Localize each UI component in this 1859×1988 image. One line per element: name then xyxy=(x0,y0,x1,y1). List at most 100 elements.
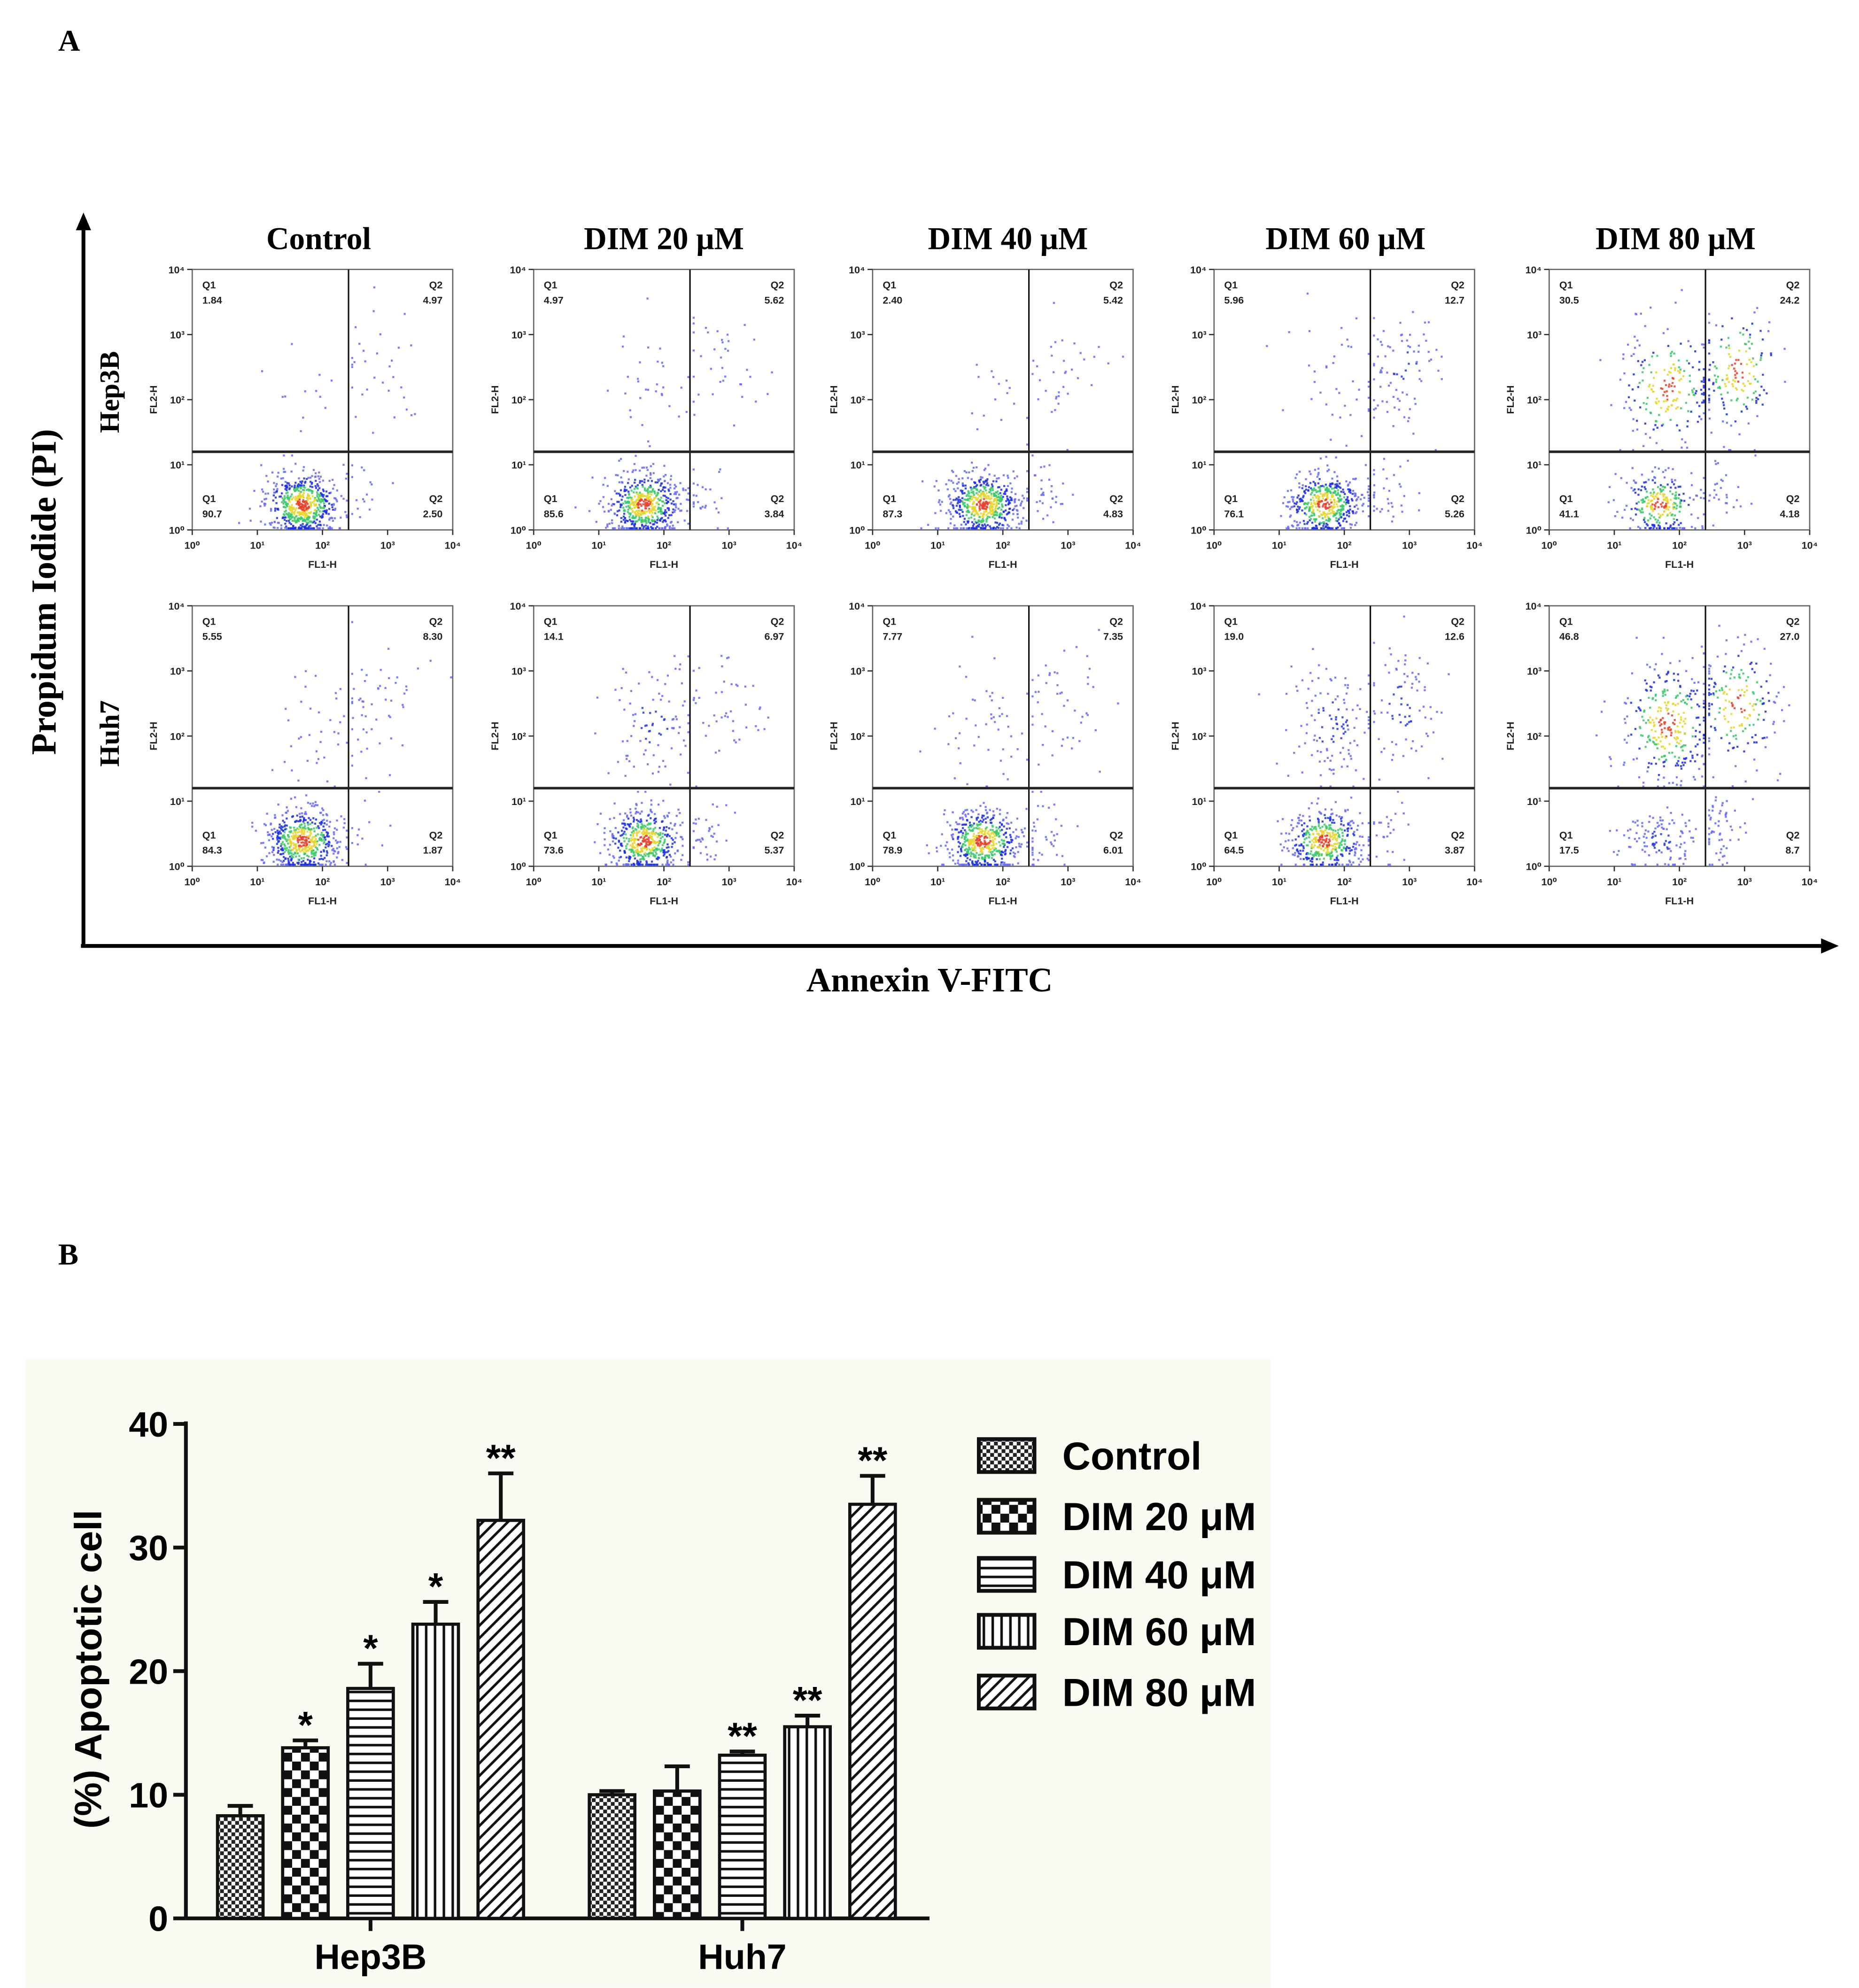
event-dot xyxy=(1717,387,1720,389)
event-dot xyxy=(633,481,636,484)
event-dot xyxy=(624,822,626,825)
event-dot xyxy=(695,702,697,704)
event-dot xyxy=(329,719,332,721)
x-axis-label: FL1-H xyxy=(650,559,678,570)
event-dot xyxy=(1081,716,1084,718)
event-dot xyxy=(659,840,661,843)
event-dot xyxy=(1703,477,1705,479)
event-dot xyxy=(1418,509,1420,511)
event-dot xyxy=(307,518,310,521)
event-dot xyxy=(651,852,654,854)
event-dot xyxy=(1658,524,1660,526)
event-dot xyxy=(294,820,296,823)
event-dot xyxy=(262,842,264,844)
event-dot xyxy=(634,512,636,514)
event-dot xyxy=(1310,506,1313,509)
event-dot xyxy=(306,759,309,762)
event-dot xyxy=(264,523,266,526)
event-dot xyxy=(325,511,327,513)
event-dot xyxy=(677,508,680,510)
event-dot xyxy=(719,468,721,471)
event-dot xyxy=(625,758,628,760)
event-dot xyxy=(1037,510,1039,512)
event-dot xyxy=(1698,361,1701,363)
event-dot xyxy=(284,471,287,473)
event-dot xyxy=(1701,525,1704,527)
event-dot xyxy=(971,461,973,464)
event-dot xyxy=(1740,410,1743,413)
event-dot xyxy=(1031,373,1034,375)
event-dot xyxy=(662,386,665,389)
event-dot xyxy=(1325,489,1327,491)
event-dot xyxy=(333,837,335,839)
event-dot xyxy=(1006,495,1008,498)
event-dot xyxy=(309,512,311,514)
event-dot xyxy=(290,518,292,520)
event-dot xyxy=(300,430,302,433)
event-dot xyxy=(1758,394,1761,396)
flow-cytometry-plots: Q11.84Q24.97Q190.7Q22.5010⁰10⁰10¹10¹10²1… xyxy=(148,264,1818,907)
event-dot xyxy=(281,847,284,850)
event-dot xyxy=(979,508,981,511)
event-dot xyxy=(666,859,669,862)
event-dot xyxy=(323,524,325,526)
event-dot xyxy=(961,500,964,503)
event-dot xyxy=(1663,510,1665,512)
event-dot xyxy=(628,494,630,496)
event-dot xyxy=(1748,347,1751,349)
event-dot xyxy=(692,503,695,505)
event-dot xyxy=(692,505,695,508)
event-dot xyxy=(607,503,610,505)
event-dot xyxy=(1328,510,1331,512)
event-dot xyxy=(652,850,655,852)
event-dot xyxy=(625,489,628,491)
event-dot xyxy=(1690,484,1693,487)
event-dot xyxy=(1760,354,1763,356)
y-tick-label: 10² xyxy=(511,731,526,742)
event-dot xyxy=(414,413,416,415)
event-dot xyxy=(305,840,307,843)
event-dot xyxy=(981,505,984,508)
event-dot xyxy=(1000,498,1003,501)
event-dot xyxy=(1319,488,1321,491)
event-dot xyxy=(621,845,623,847)
event-dot xyxy=(632,830,635,832)
event-dot xyxy=(305,850,308,852)
event-dot xyxy=(661,488,664,491)
event-dot xyxy=(392,482,394,484)
event-dot xyxy=(639,480,642,482)
event-dot xyxy=(1014,856,1016,858)
event-dot xyxy=(1661,490,1663,492)
event-dot xyxy=(321,498,324,501)
event-dot xyxy=(1332,362,1334,364)
event-dot xyxy=(662,851,665,854)
event-dot xyxy=(1645,523,1648,526)
event-dot xyxy=(652,523,654,526)
event-dot xyxy=(289,495,292,498)
event-dot xyxy=(645,862,648,864)
event-dot xyxy=(623,708,626,711)
event-dot xyxy=(963,518,966,520)
event-dot xyxy=(641,494,643,496)
event-dot xyxy=(596,696,599,699)
event-dot xyxy=(1309,482,1312,484)
event-dot xyxy=(1381,400,1384,402)
event-dot xyxy=(1299,498,1301,501)
event-dot xyxy=(664,495,666,497)
event-dot xyxy=(1703,401,1705,403)
event-dot xyxy=(648,836,650,839)
event-dot xyxy=(1340,499,1342,502)
event-dot xyxy=(659,734,662,736)
event-dot xyxy=(996,522,999,524)
event-dot xyxy=(1630,508,1633,511)
event-dot xyxy=(634,517,637,519)
event-dot xyxy=(1671,479,1673,481)
event-dot xyxy=(985,510,987,512)
quadrant-value-lower-right: 5.37 xyxy=(764,845,784,856)
event-dot xyxy=(1682,493,1685,495)
event-dot xyxy=(998,503,1000,505)
event-dot xyxy=(319,395,321,398)
event-dot xyxy=(968,492,970,495)
event-dot xyxy=(990,493,993,495)
event-dot xyxy=(332,509,334,511)
